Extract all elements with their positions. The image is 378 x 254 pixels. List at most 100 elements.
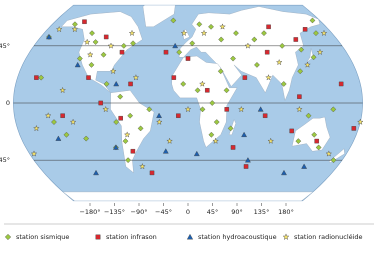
station-diamond <box>261 30 267 37</box>
station-square <box>119 49 125 55</box>
station-diamond <box>213 119 220 125</box>
y-tick-label: 45° <box>0 42 10 50</box>
station-diamond <box>76 55 83 62</box>
station-diamond <box>51 119 57 125</box>
x-tick-label: 0 <box>186 208 190 216</box>
station-square <box>176 113 181 118</box>
station-square <box>118 115 123 121</box>
station-diamond <box>230 55 236 62</box>
station-diamond <box>218 36 225 43</box>
station-star <box>265 74 272 81</box>
x-tick-label: 90° <box>231 208 243 216</box>
station-diamond <box>298 46 305 53</box>
station-square <box>289 128 294 134</box>
station-diamond <box>209 100 216 106</box>
station-star <box>304 61 311 68</box>
station-diamond <box>83 135 90 142</box>
station-triangle <box>257 106 264 112</box>
station-diamond <box>199 106 206 113</box>
station-diamond <box>89 30 95 37</box>
station-diamond <box>125 157 131 164</box>
station-square <box>82 19 87 24</box>
station-square <box>98 100 103 106</box>
station-square <box>297 94 302 99</box>
station-diamond <box>146 106 153 113</box>
station-square <box>185 56 191 61</box>
station-star <box>184 105 192 113</box>
station-square <box>149 170 155 176</box>
legend-label: station radionucléide <box>294 233 363 241</box>
station-square <box>314 138 319 144</box>
station-square <box>163 49 169 55</box>
continent <box>110 90 155 174</box>
legend-label: station infrason <box>106 233 157 241</box>
continent <box>62 191 314 201</box>
station-star <box>139 162 146 170</box>
station-diamond <box>208 23 214 30</box>
station-diamond <box>280 81 287 87</box>
station-diamond <box>295 138 302 144</box>
station-diamond <box>217 68 224 75</box>
continent <box>178 6 321 102</box>
station-star <box>33 124 40 132</box>
station-diamond <box>279 42 286 49</box>
station-triangle <box>241 131 248 138</box>
station-star <box>86 51 94 58</box>
legend-label: station hydroacoustique <box>198 233 277 241</box>
y-tick-label: −45° <box>0 156 10 164</box>
station-square <box>262 113 268 118</box>
station-star <box>267 137 275 144</box>
station-star <box>316 48 324 55</box>
station-diamond <box>92 39 99 45</box>
x-tick-label: −45° <box>155 208 172 216</box>
station-diamond <box>63 131 70 138</box>
graticule: 45° 0 −45° −180° −135° −90° −45° 0 45° 90° 135° 180… <box>0 42 363 216</box>
station-star <box>107 42 115 49</box>
station-diamond <box>311 131 318 138</box>
station-star <box>83 38 91 45</box>
station-diamond <box>170 17 177 24</box>
station-diamond <box>103 81 110 87</box>
station-square <box>230 145 236 150</box>
station-diamond <box>313 30 319 37</box>
station-diamond <box>189 40 196 47</box>
station-square <box>34 75 39 80</box>
station-diamond <box>223 87 230 94</box>
station-diamond <box>194 87 201 94</box>
station-diamond <box>176 49 183 56</box>
station-diamond <box>251 36 258 43</box>
station-triangle <box>74 61 81 68</box>
station-diamond <box>305 112 312 119</box>
station-diamond <box>227 125 234 132</box>
station-star <box>44 112 52 119</box>
station-triangle <box>172 42 179 49</box>
station-star <box>357 118 364 125</box>
station-diamond <box>208 131 215 138</box>
station-diamond <box>254 62 260 68</box>
x-tick-label: 45° <box>207 208 219 216</box>
station-star <box>30 150 38 157</box>
x-tick-label: −90° <box>131 208 148 216</box>
legend-symbol <box>95 234 101 240</box>
station-square <box>103 34 109 40</box>
station-diamond <box>117 93 124 100</box>
station-square <box>243 164 249 169</box>
land <box>60 5 345 201</box>
station-star <box>166 137 173 144</box>
station-diamond <box>330 106 337 113</box>
station-triangle <box>162 148 169 154</box>
station-star <box>296 105 303 113</box>
station-diamond <box>196 21 203 28</box>
station-star <box>325 150 333 157</box>
legend-symbol <box>282 233 290 240</box>
station-star <box>102 105 109 113</box>
station-square <box>171 75 177 80</box>
station-square <box>130 148 136 154</box>
station-triangle <box>113 80 120 87</box>
station-triangle <box>301 163 308 169</box>
station-star <box>212 137 219 144</box>
station-diamond <box>297 68 304 75</box>
station-diamond <box>100 51 107 58</box>
